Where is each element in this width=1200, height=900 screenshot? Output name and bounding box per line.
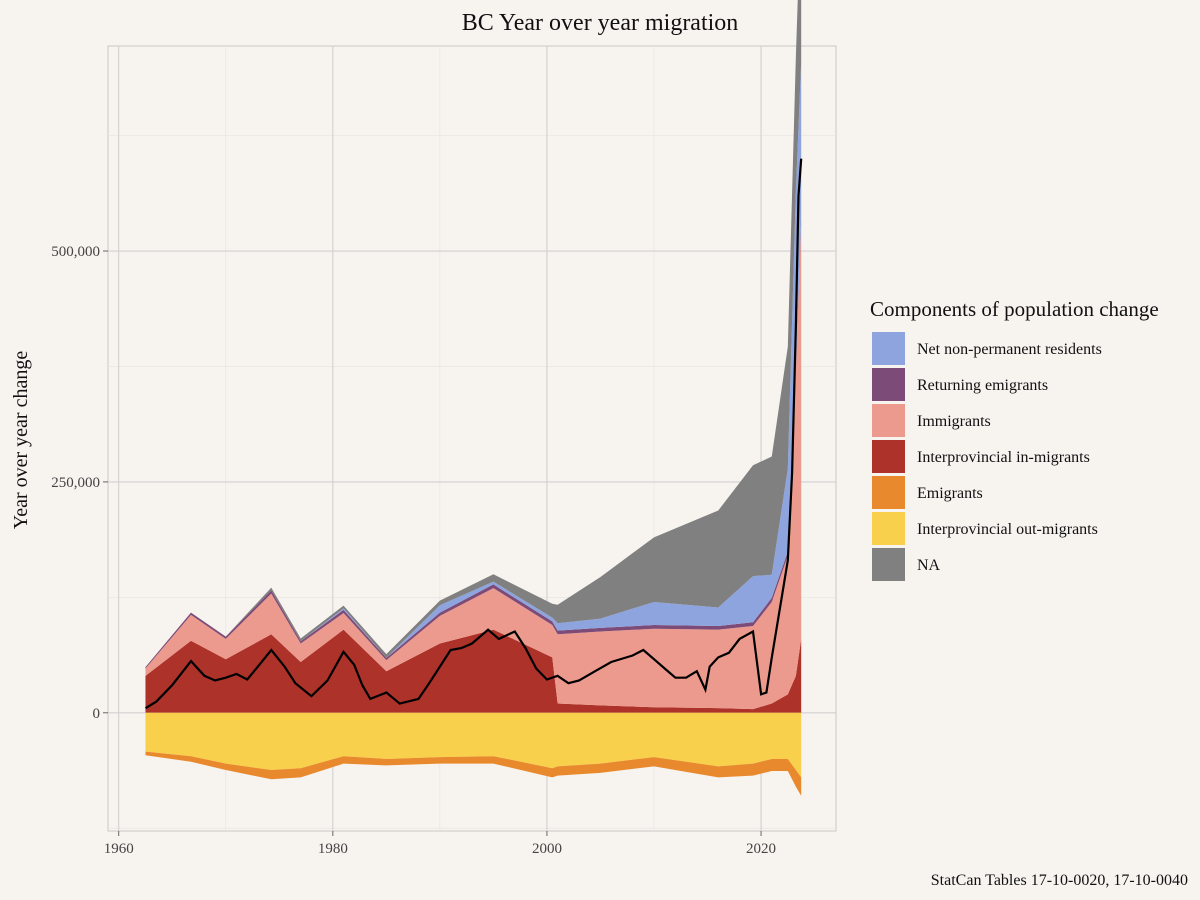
- x-tick-label: 1980: [318, 841, 348, 857]
- chart-caption: StatCan Tables 17-10-0020, 17-10-0040: [931, 872, 1188, 889]
- area-net-non-permanent-residents: [145, 61, 802, 668]
- legend-swatch-interprovincial-out-migrants: [872, 512, 905, 545]
- legend-swatch-interprovincial-in-migrants: [872, 440, 905, 473]
- area-series: [145, 0, 802, 796]
- y-tick-label: 250,000: [51, 475, 100, 491]
- legend-title: Components of population change: [870, 297, 1159, 321]
- y-axis-label: Year over year change: [10, 351, 32, 530]
- legend-swatch-net-non-permanent-residents: [872, 332, 905, 365]
- legend-label-interprovincial-out-migrants: Interprovincial out-migrants: [917, 521, 1098, 538]
- x-tick-label: 1960: [104, 841, 134, 857]
- legend-label-na: NA: [917, 557, 941, 574]
- net-migration-line: [144, 158, 803, 710]
- legend-label-interprovincial-in-migrants: Interprovincial in-migrants: [917, 449, 1090, 466]
- area-interprovincial-in-migrants: [145, 629, 802, 713]
- x-tick-label: 2000: [532, 841, 562, 857]
- x-axis: 1960 1980 2000 2020: [104, 831, 776, 857]
- area-interprovincial-out-migrants: [145, 712, 802, 778]
- legend: Components of population change Net non-…: [870, 297, 1159, 581]
- x-tick-label: 2020: [746, 841, 776, 857]
- area-immigrants: [145, 223, 802, 710]
- legend-label-immigrants: Immigrants: [917, 413, 991, 430]
- legend-swatch-na: [872, 548, 905, 581]
- plot-panel: [107, 0, 837, 832]
- legend-label-returning-emigrants: Returning emigrants: [917, 377, 1048, 394]
- y-tick-label: 500,000: [51, 244, 100, 260]
- legend-swatch-returning-emigrants: [872, 368, 905, 401]
- legend-swatch-immigrants: [872, 404, 905, 437]
- legend-label-emigrants: Emigrants: [917, 485, 983, 502]
- y-tick-label: 0: [93, 706, 101, 722]
- legend-label-net-non-permanent-residents: Net non-permanent residents: [917, 341, 1102, 358]
- y-axis: 0 250,000 500,000: [51, 244, 108, 722]
- area-emigrants: [145, 751, 802, 796]
- legend-swatch-emigrants: [872, 476, 905, 509]
- chart-title: BC Year over year migration: [462, 10, 739, 36]
